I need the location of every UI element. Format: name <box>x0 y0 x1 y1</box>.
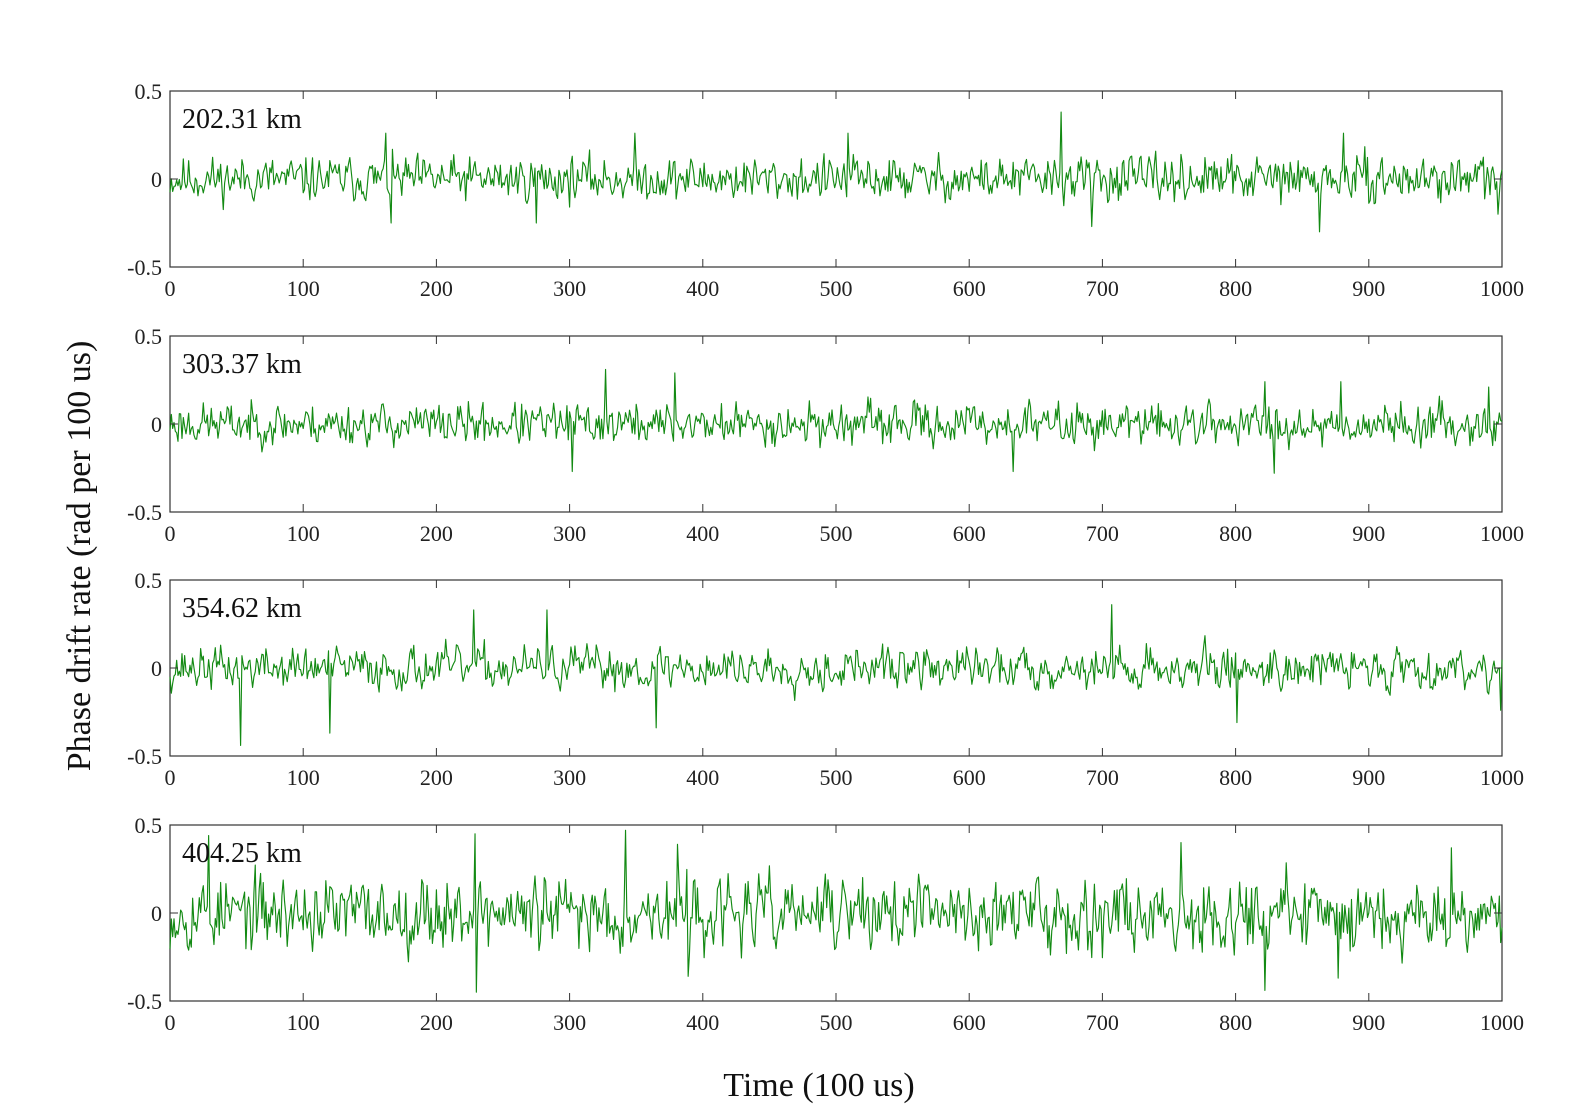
y-tick-label: 0.5 <box>135 568 163 593</box>
panel-1: 0 100 200 300 400 500 600 700 800 900 10000.50-0.5… <box>127 79 1524 301</box>
x-tick-label: 700 <box>1086 276 1119 301</box>
x-axis-title: Time (100 us) <box>723 1067 914 1104</box>
panel-2: 0 100 200 300 400 500 600 700 800 900 10000.50-0.5… <box>127 324 1524 546</box>
x-tick-label: 900 <box>1352 1010 1385 1035</box>
x-tick-label: 1000 <box>1480 1010 1524 1035</box>
x-tick-label: 700 <box>1086 765 1119 790</box>
x-tick-label: 0 <box>165 1010 176 1035</box>
x-tick-label: 800 <box>1219 521 1252 546</box>
y-tick-label: 0 <box>151 656 162 681</box>
y-tick-label: 0.5 <box>135 79 163 104</box>
x-tick-label: 300 <box>553 1010 586 1035</box>
x-tick-label: 400 <box>686 276 719 301</box>
panel-3: 0 100 200 300 400 500 600 700 800 900 10000.50-0.5… <box>127 568 1524 790</box>
x-tick-label: 300 <box>553 521 586 546</box>
x-tick-label: 500 <box>820 276 853 301</box>
y-tick-label: 0 <box>151 412 162 437</box>
series-line-4 <box>169 829 1503 993</box>
panels-group: 0 100 200 300 400 500 600 700 800 900 10000.50-0.5… <box>127 79 1524 1035</box>
x-tick-label: 200 <box>420 521 453 546</box>
x-tick-label: 500 <box>820 1010 853 1035</box>
x-tick-label: 900 <box>1352 276 1385 301</box>
panel-distance-label: 404.25 km <box>182 838 302 869</box>
x-tick-label: 800 <box>1219 1010 1252 1035</box>
x-tick-label: 900 <box>1352 765 1385 790</box>
x-tick-label: 300 <box>553 276 586 301</box>
x-tick-label: 1000 <box>1480 765 1524 790</box>
x-tick-label: 100 <box>287 521 320 546</box>
x-tick-label: 400 <box>686 521 719 546</box>
panel-4: 0 100 200 300 400 500 600 700 800 900 10000.50-0.5… <box>127 813 1524 1035</box>
series-line-2 <box>169 368 1503 474</box>
x-tick-label: 400 <box>686 765 719 790</box>
y-tick-label: 0 <box>151 167 162 192</box>
y-axis-title: Phase drift rate (rad per 100 us) <box>61 341 98 772</box>
y-tick-label: 0 <box>151 901 162 926</box>
x-tick-label: 600 <box>953 521 986 546</box>
x-tick-label: 0 <box>165 765 176 790</box>
x-tick-label: 600 <box>953 765 986 790</box>
x-tick-label: 0 <box>165 521 176 546</box>
y-tick-label: -0.5 <box>127 255 162 280</box>
panel-frame <box>169 335 1503 513</box>
x-tick-label: 600 <box>953 1010 986 1035</box>
x-tick-label: 0 <box>165 276 176 301</box>
x-tick-label: 100 <box>287 765 320 790</box>
x-tick-label: 500 <box>820 765 853 790</box>
x-tick-label: 900 <box>1352 521 1385 546</box>
x-tick-label: 400 <box>686 1010 719 1035</box>
x-tick-label: 1000 <box>1480 276 1524 301</box>
panel-frame <box>169 824 1503 1002</box>
x-tick-label: 1000 <box>1480 521 1524 546</box>
x-tick-label: 700 <box>1086 521 1119 546</box>
panel-distance-label: 303.37 km <box>182 349 302 380</box>
y-tick-label: 0.5 <box>135 813 163 838</box>
series-line-1 <box>169 111 1503 233</box>
x-tick-label: 700 <box>1086 1010 1119 1035</box>
y-tick-label: -0.5 <box>127 500 162 525</box>
y-tick-label: 0.5 <box>135 324 163 349</box>
x-tick-label: 800 <box>1219 276 1252 301</box>
x-tick-label: 500 <box>820 521 853 546</box>
x-tick-label: 300 <box>553 765 586 790</box>
y-tick-label: -0.5 <box>127 744 162 769</box>
x-tick-label: 100 <box>287 1010 320 1035</box>
x-tick-label: 600 <box>953 276 986 301</box>
x-tick-label: 100 <box>287 276 320 301</box>
panel-distance-label: 202.31 km <box>182 104 302 135</box>
panel-distance-label: 354.62 km <box>182 593 302 624</box>
x-tick-label: 200 <box>420 765 453 790</box>
series-line-3 <box>169 604 1503 747</box>
x-tick-label: 200 <box>420 1010 453 1035</box>
y-tick-label: -0.5 <box>127 989 162 1014</box>
x-tick-label: 200 <box>420 276 453 301</box>
x-tick-label: 800 <box>1219 765 1252 790</box>
